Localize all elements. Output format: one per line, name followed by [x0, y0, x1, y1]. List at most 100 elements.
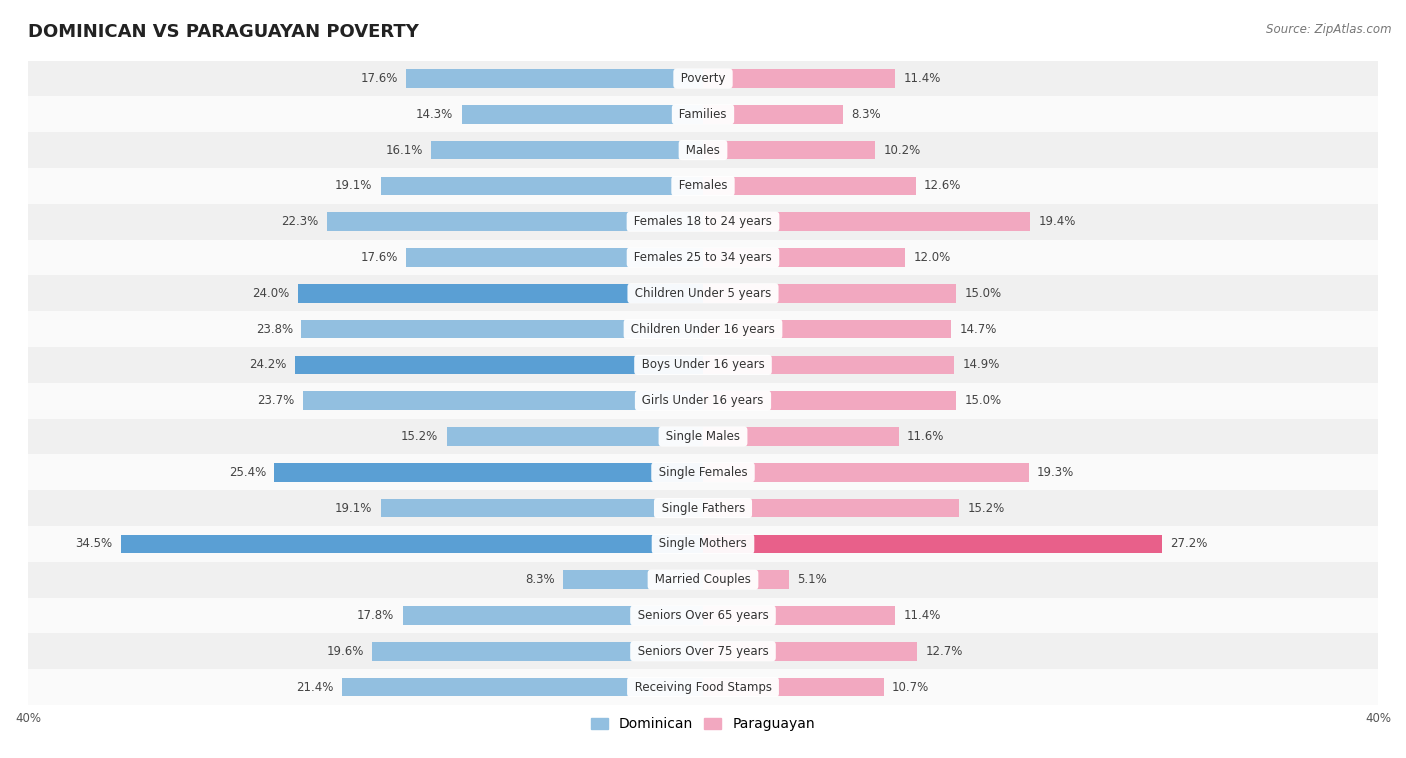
Bar: [28, 383, 1378, 418]
Bar: [28, 454, 1378, 490]
Bar: [703, 320, 950, 338]
Text: Receiving Food Stamps: Receiving Food Stamps: [631, 681, 775, 694]
Bar: [28, 61, 1378, 96]
Text: 15.2%: 15.2%: [967, 502, 1005, 515]
Bar: [703, 212, 1031, 231]
Text: Married Couples: Married Couples: [651, 573, 755, 586]
Bar: [373, 642, 703, 660]
Text: 11.4%: 11.4%: [904, 72, 941, 85]
Text: 19.6%: 19.6%: [326, 645, 364, 658]
Bar: [703, 141, 875, 159]
Bar: [28, 168, 1378, 204]
Bar: [703, 69, 896, 88]
Bar: [562, 570, 703, 589]
Text: Single Females: Single Females: [655, 465, 751, 479]
Bar: [703, 570, 789, 589]
Text: 12.7%: 12.7%: [925, 645, 963, 658]
Bar: [28, 669, 1378, 705]
Bar: [295, 356, 703, 374]
Text: Single Fathers: Single Fathers: [658, 502, 748, 515]
Bar: [406, 248, 703, 267]
Bar: [703, 284, 956, 302]
Text: 8.3%: 8.3%: [524, 573, 554, 586]
Bar: [402, 606, 703, 625]
Text: 11.6%: 11.6%: [907, 430, 945, 443]
Legend: Dominican, Paraguayan: Dominican, Paraguayan: [586, 712, 820, 737]
Text: 10.7%: 10.7%: [891, 681, 929, 694]
Text: 23.8%: 23.8%: [256, 323, 292, 336]
Text: 19.1%: 19.1%: [335, 180, 373, 193]
Bar: [703, 105, 844, 124]
Bar: [28, 597, 1378, 634]
Text: Females 25 to 34 years: Females 25 to 34 years: [630, 251, 776, 264]
Bar: [461, 105, 703, 124]
Bar: [703, 391, 956, 410]
Text: 14.3%: 14.3%: [416, 108, 453, 121]
Bar: [432, 141, 703, 159]
Text: 24.0%: 24.0%: [253, 287, 290, 300]
Bar: [28, 312, 1378, 347]
Text: 21.4%: 21.4%: [297, 681, 333, 694]
Bar: [28, 562, 1378, 597]
Bar: [28, 96, 1378, 132]
Bar: [703, 428, 898, 446]
Bar: [28, 204, 1378, 240]
Bar: [703, 248, 905, 267]
Text: 5.1%: 5.1%: [797, 573, 827, 586]
Text: 19.4%: 19.4%: [1039, 215, 1076, 228]
Bar: [28, 526, 1378, 562]
Bar: [703, 534, 1161, 553]
Bar: [274, 463, 703, 481]
Text: 17.8%: 17.8%: [357, 609, 394, 622]
Text: Source: ZipAtlas.com: Source: ZipAtlas.com: [1267, 23, 1392, 36]
Text: 19.3%: 19.3%: [1038, 465, 1074, 479]
Bar: [28, 418, 1378, 454]
Text: 23.7%: 23.7%: [257, 394, 295, 407]
Text: Children Under 16 years: Children Under 16 years: [627, 323, 779, 336]
Bar: [28, 132, 1378, 168]
Text: 12.6%: 12.6%: [924, 180, 962, 193]
Text: 17.6%: 17.6%: [360, 251, 398, 264]
Text: 15.2%: 15.2%: [401, 430, 439, 443]
Bar: [381, 499, 703, 518]
Text: 22.3%: 22.3%: [281, 215, 318, 228]
Text: 34.5%: 34.5%: [76, 537, 112, 550]
Bar: [381, 177, 703, 196]
Bar: [703, 606, 896, 625]
Bar: [342, 678, 703, 697]
Text: 11.4%: 11.4%: [904, 609, 941, 622]
Bar: [703, 678, 883, 697]
Bar: [28, 634, 1378, 669]
Text: 14.7%: 14.7%: [959, 323, 997, 336]
Bar: [28, 347, 1378, 383]
Text: 16.1%: 16.1%: [385, 143, 423, 157]
Bar: [326, 212, 703, 231]
Text: Seniors Over 65 years: Seniors Over 65 years: [634, 609, 772, 622]
Bar: [298, 284, 703, 302]
Bar: [28, 275, 1378, 312]
Bar: [301, 320, 703, 338]
Bar: [406, 69, 703, 88]
Bar: [28, 240, 1378, 275]
Text: 27.2%: 27.2%: [1170, 537, 1208, 550]
Text: Boys Under 16 years: Boys Under 16 years: [638, 359, 768, 371]
Bar: [28, 490, 1378, 526]
Text: Males: Males: [682, 143, 724, 157]
Text: 10.2%: 10.2%: [883, 143, 921, 157]
Text: 19.1%: 19.1%: [335, 502, 373, 515]
Text: Females: Females: [675, 180, 731, 193]
Text: 24.2%: 24.2%: [249, 359, 287, 371]
Bar: [447, 428, 703, 446]
Bar: [703, 356, 955, 374]
Text: Children Under 5 years: Children Under 5 years: [631, 287, 775, 300]
Text: 25.4%: 25.4%: [229, 465, 266, 479]
Text: Seniors Over 75 years: Seniors Over 75 years: [634, 645, 772, 658]
Bar: [703, 177, 915, 196]
Text: Girls Under 16 years: Girls Under 16 years: [638, 394, 768, 407]
Text: DOMINICAN VS PARAGUAYAN POVERTY: DOMINICAN VS PARAGUAYAN POVERTY: [28, 23, 419, 41]
Text: 12.0%: 12.0%: [914, 251, 950, 264]
Text: 17.6%: 17.6%: [360, 72, 398, 85]
Bar: [703, 463, 1029, 481]
Text: Single Mothers: Single Mothers: [655, 537, 751, 550]
Bar: [121, 534, 703, 553]
